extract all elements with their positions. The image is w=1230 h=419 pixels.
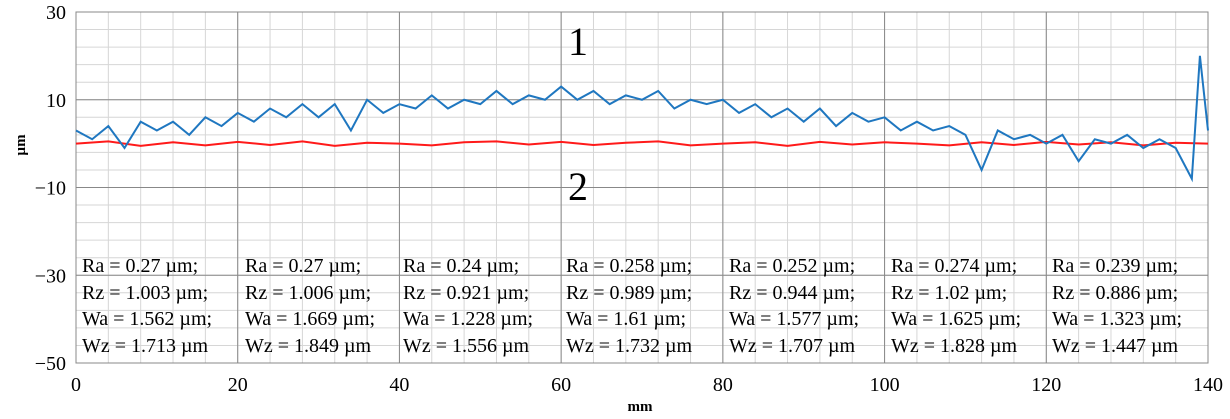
y-tick-label: 30 (46, 2, 66, 24)
plot-border (75, 11, 1209, 364)
x-tick-label: 20 (228, 374, 248, 396)
annotation-1: 1 (568, 19, 588, 64)
roughness-param-text: Wz = 1.447 µm (1052, 335, 1179, 357)
x-tick-label: 120 (1031, 374, 1061, 396)
roughness-param-text: Rz = 1.006 µm; (245, 282, 371, 304)
roughness-param-text: Rz = 0.921 µm; (403, 282, 529, 304)
roughness-param-text: Wa = 1.61 µm; (566, 308, 686, 330)
x-axis-label: mm (628, 399, 653, 415)
annotation-2: 2 (568, 164, 588, 209)
roughness-param-text: Ra = 0.274 µm; (891, 255, 1017, 277)
roughness-param-text: Ra = 0.24 µm; (403, 255, 519, 277)
roughness-param-text: Ra = 0.252 µm; (729, 255, 855, 277)
roughness-param-text: Wa = 1.562 µm; (82, 308, 212, 330)
roughness-param-text: Wz = 1.707 µm (729, 335, 856, 357)
roughness-param-text: Ra = 0.258 µm; (566, 255, 692, 277)
x-tick-label: 100 (870, 374, 900, 396)
y-tick-label: −10 (35, 178, 66, 200)
roughness-param-text: Wz = 1.713 µm (82, 335, 209, 357)
roughness-param-text: Ra = 0.239 µm; (1052, 255, 1178, 277)
roughness-param-text: Wz = 1.732 µm (566, 335, 693, 357)
roughness-param-text: Rz = 1.02 µm; (891, 282, 1007, 304)
roughness-param-text: Wa = 1.577 µm; (729, 308, 859, 330)
x-tick-label: 60 (551, 374, 571, 396)
x-tick-label: 80 (713, 374, 733, 396)
x-tick-label: 140 (1193, 374, 1223, 396)
x-tick-label: 40 (389, 374, 409, 396)
roughness-param-text: Wa = 1.669 µm; (245, 308, 375, 330)
series-line-1 (75, 55, 1209, 183)
y-tick-label: −50 (35, 353, 66, 375)
roughness-param-text: Rz = 0.944 µm; (729, 282, 855, 304)
roughness-param-text: Rz = 0.989 µm; (566, 282, 692, 304)
roughness-param-text: Wa = 1.625 µm; (891, 308, 1021, 330)
roughness-param-text: Ra = 0.27 µm; (245, 255, 361, 277)
roughness-param-text: Rz = 1.003 µm; (82, 282, 208, 304)
roughness-param-text: Wa = 1.323 µm; (1052, 308, 1182, 330)
y-tick-label: 10 (46, 90, 66, 112)
roughness-param-text: Rz = 0.886 µm; (1052, 282, 1178, 304)
series-line-2 (75, 140, 1209, 147)
y-tick-label: −30 (35, 265, 66, 287)
roughness-param-text: Ra = 0.27 µm; (82, 255, 198, 277)
roughness-param-text: Wa = 1.228 µm; (403, 308, 533, 330)
roughness-param-text: Wz = 1.556 µm (403, 335, 530, 357)
x-tick-label: 0 (71, 374, 81, 396)
y-axis-label: µm (13, 134, 29, 156)
roughness-param-text: Wz = 1.849 µm (245, 335, 372, 357)
roughness-param-text: Wz = 1.828 µm (891, 335, 1018, 357)
